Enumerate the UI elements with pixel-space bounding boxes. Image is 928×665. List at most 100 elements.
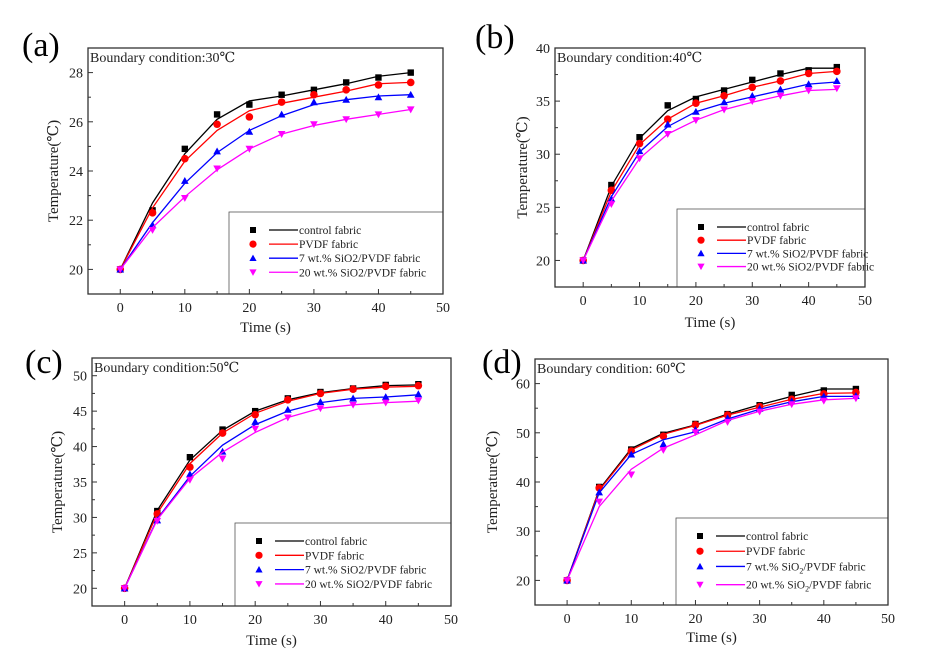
x-tick-label: 0 bbox=[564, 612, 571, 627]
series-line bbox=[582, 81, 837, 261]
data-point bbox=[833, 67, 841, 76]
data-point bbox=[659, 440, 668, 448]
y-tick-label: 30 bbox=[536, 148, 550, 163]
x-tick-label: 0 bbox=[117, 301, 124, 316]
data-point bbox=[720, 98, 728, 106]
data-point bbox=[414, 397, 423, 405]
x-tick-label: 30 bbox=[307, 301, 321, 316]
data-point bbox=[374, 111, 383, 119]
legend-marker bbox=[250, 227, 256, 233]
data-point bbox=[342, 79, 350, 86]
x-tick-label: 10 bbox=[624, 612, 638, 627]
chart-panel-a: (a) control fabric PVDF fabric 7 wt.% SiO2/… bbox=[22, 27, 450, 336]
series-line bbox=[566, 392, 856, 581]
series-line bbox=[582, 88, 837, 261]
data-point bbox=[283, 405, 292, 413]
data-point bbox=[316, 398, 325, 406]
legend-label: 20 wt.% SiO2/PVDF fabric bbox=[746, 580, 871, 594]
data-point bbox=[251, 417, 260, 425]
x-axis-title: Time (s) bbox=[240, 320, 291, 336]
legend-label: control fabric bbox=[299, 225, 361, 237]
data-point bbox=[832, 77, 841, 85]
legend-label: control fabric bbox=[747, 222, 809, 234]
y-tick-label: 26 bbox=[69, 116, 83, 131]
data-point bbox=[787, 401, 796, 409]
legend-label: PVDF fabric bbox=[746, 546, 805, 558]
data-point bbox=[349, 394, 357, 402]
data-point bbox=[607, 186, 616, 195]
data-point bbox=[664, 102, 671, 109]
series-line bbox=[119, 108, 411, 270]
series-line bbox=[124, 384, 419, 589]
chart-panel-d: (d) control fabric PVDF fabric 7 wt.% SiO2/… bbox=[482, 344, 895, 646]
data-point bbox=[776, 77, 785, 85]
series-line bbox=[566, 388, 856, 581]
chart-panel-c: (c) control fabric PVDF fabric 7 wt.% SiO2/… bbox=[25, 344, 458, 649]
data-point bbox=[635, 139, 644, 148]
legend-box bbox=[234, 522, 452, 607]
y-axis-title: Temperature(℃) bbox=[50, 431, 66, 533]
legend-label: 7 wt.% SiO2/PVDF fabric bbox=[299, 253, 420, 265]
data-point bbox=[579, 257, 588, 265]
legend-marker bbox=[255, 566, 263, 573]
panel-letter: (a) bbox=[22, 27, 60, 64]
data-point bbox=[381, 382, 390, 391]
data-point bbox=[819, 397, 828, 405]
x-tick-label: 40 bbox=[371, 301, 385, 316]
x-tick-label: 10 bbox=[633, 294, 647, 309]
x-tick-label: 50 bbox=[858, 294, 872, 309]
panel-letter: (b) bbox=[475, 19, 515, 56]
data-point bbox=[310, 121, 318, 129]
data-point bbox=[748, 98, 757, 105]
x-tick-label: 20 bbox=[242, 301, 256, 316]
x-tick-label: 0 bbox=[121, 613, 128, 628]
data-point bbox=[692, 117, 700, 125]
data-point bbox=[691, 429, 700, 437]
data-point bbox=[755, 408, 764, 416]
data-point bbox=[832, 85, 841, 93]
data-point bbox=[663, 130, 672, 138]
legend-label: PVDF fabric bbox=[747, 235, 806, 247]
y-tick-label: 20 bbox=[516, 574, 530, 589]
data-point bbox=[277, 98, 286, 106]
data-point bbox=[776, 85, 785, 93]
y-tick-label: 28 bbox=[69, 67, 83, 82]
y-tick-label: 24 bbox=[69, 165, 83, 180]
x-tick-label: 40 bbox=[379, 613, 393, 628]
data-point bbox=[374, 93, 383, 101]
data-point bbox=[607, 194, 616, 202]
data-point bbox=[414, 381, 423, 390]
x-tick-label: 40 bbox=[802, 294, 816, 309]
y-tick-label: 40 bbox=[536, 42, 550, 57]
data-point bbox=[804, 80, 813, 88]
series-line bbox=[119, 94, 411, 270]
x-tick-label: 10 bbox=[178, 301, 192, 316]
legend-label: 7 wt.% SiO2/PVDF fabric bbox=[305, 565, 426, 577]
x-tick-label: 30 bbox=[745, 294, 759, 309]
data-point bbox=[692, 95, 700, 103]
data-point bbox=[663, 120, 672, 128]
data-point bbox=[563, 577, 571, 585]
data-point bbox=[251, 425, 260, 433]
data-point bbox=[608, 181, 615, 189]
y-tick-label: 22 bbox=[69, 214, 83, 229]
boundary-condition-label: Boundary condition:50℃ bbox=[94, 361, 239, 376]
y-tick-label: 25 bbox=[73, 547, 87, 562]
data-point bbox=[181, 145, 189, 153]
series-line bbox=[124, 385, 419, 589]
legend-marker bbox=[255, 551, 263, 559]
data-point bbox=[748, 91, 757, 99]
data-point bbox=[749, 76, 756, 84]
data-point bbox=[245, 127, 254, 135]
legend-label: 20 wt.% SiO2/PVDF fabric bbox=[305, 579, 432, 591]
legend-label: 20 wt.% SiO2/PVDF fabric bbox=[299, 267, 426, 279]
x-tick-label: 10 bbox=[183, 613, 197, 628]
data-point bbox=[804, 69, 813, 78]
data-point bbox=[283, 414, 292, 422]
x-tick-label: 20 bbox=[248, 613, 262, 628]
legend-box bbox=[676, 208, 866, 288]
data-point bbox=[186, 454, 194, 461]
data-point bbox=[692, 107, 700, 115]
data-point bbox=[342, 86, 350, 94]
legend-box bbox=[228, 211, 444, 295]
